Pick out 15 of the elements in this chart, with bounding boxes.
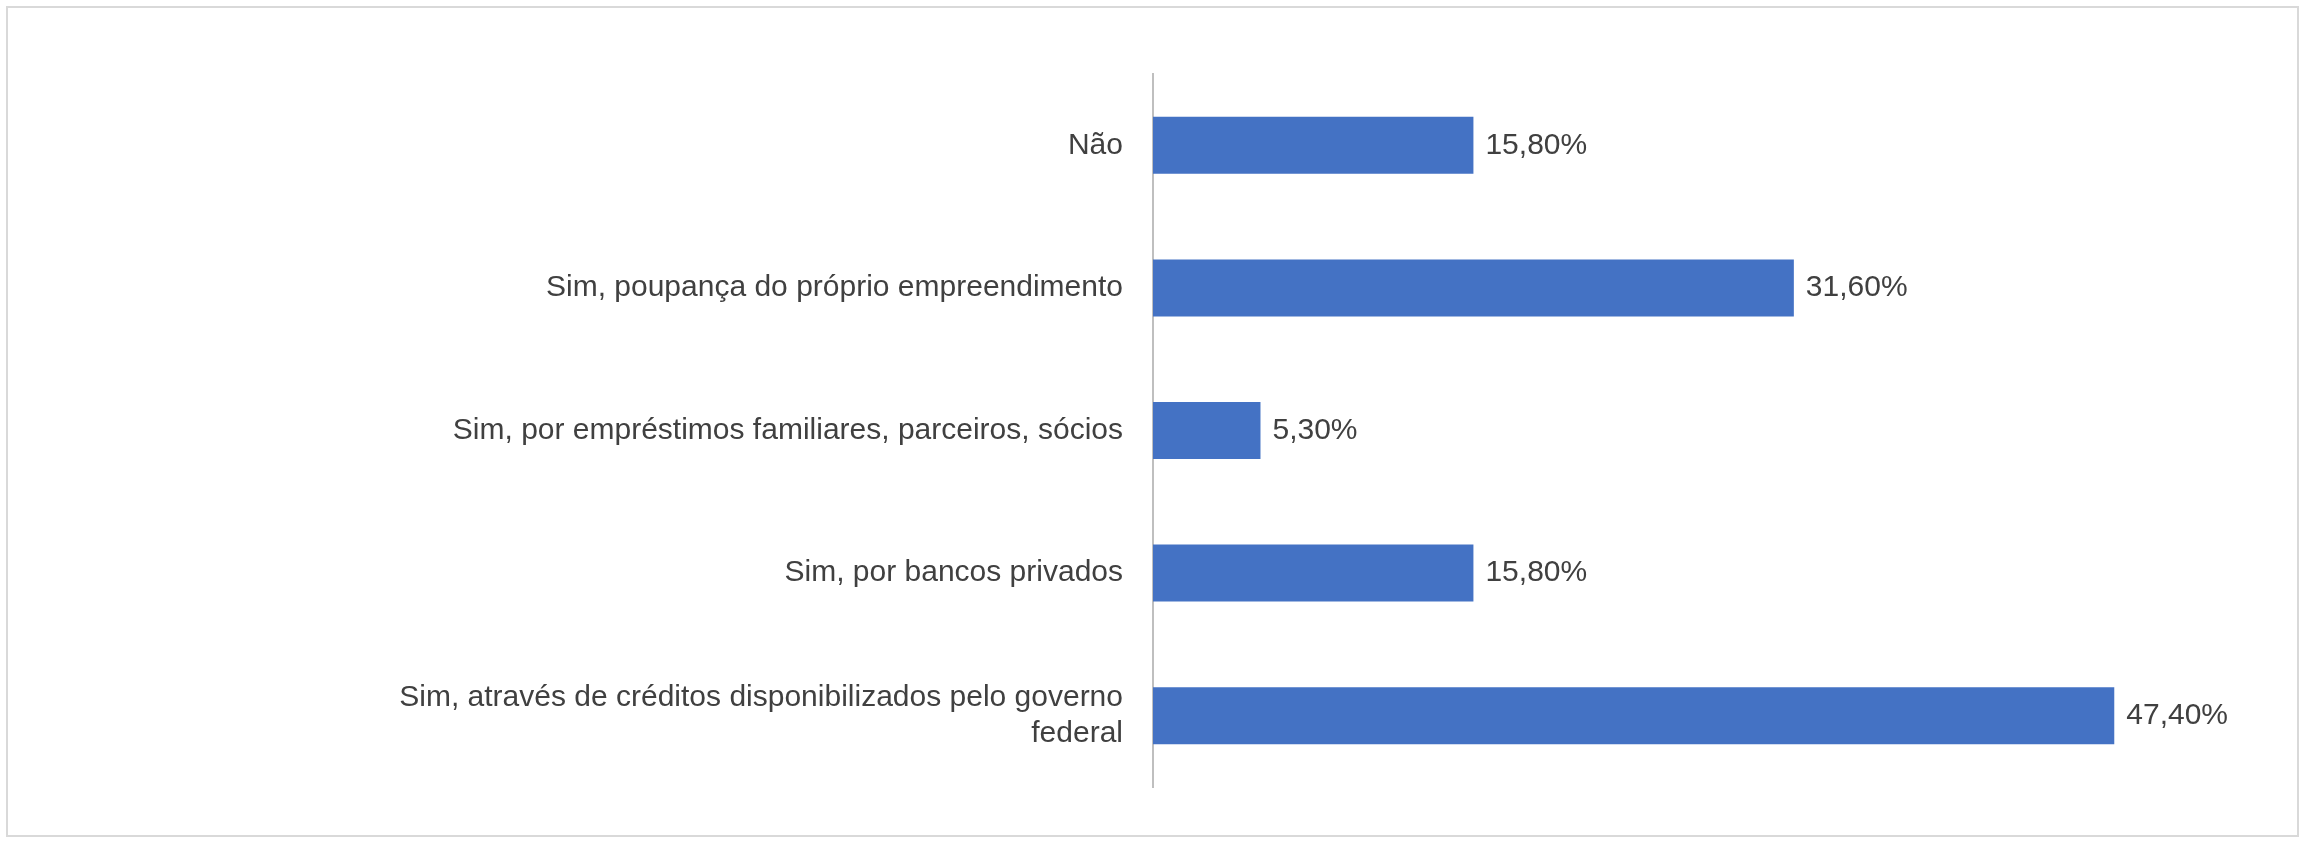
y-tick-label: Sim, poupança do próprio empreendimento (545, 269, 1123, 303)
bar (1153, 116, 1474, 174)
bar (1153, 401, 1261, 460)
y-tick-label: Não (1067, 126, 1123, 160)
bar (1153, 687, 2115, 745)
bar (1153, 259, 1794, 317)
y-tick-label: Sim, por bancos privados (784, 554, 1123, 588)
y-tick-label: Sim, por empréstimos familiares, parceiros, sócios (452, 411, 1123, 445)
data-label: 47,40% (2126, 696, 2229, 730)
data-label: 31,60% (1805, 269, 1908, 303)
y-tick-label: Sim, através de créditos disponibilizados pelo governo federal (399, 678, 1123, 748)
data-label: 15,80% (1485, 126, 1588, 160)
bar (1153, 544, 1474, 602)
data-label: 15,80% (1485, 554, 1588, 588)
data-label: 5,30% (1272, 411, 1358, 445)
